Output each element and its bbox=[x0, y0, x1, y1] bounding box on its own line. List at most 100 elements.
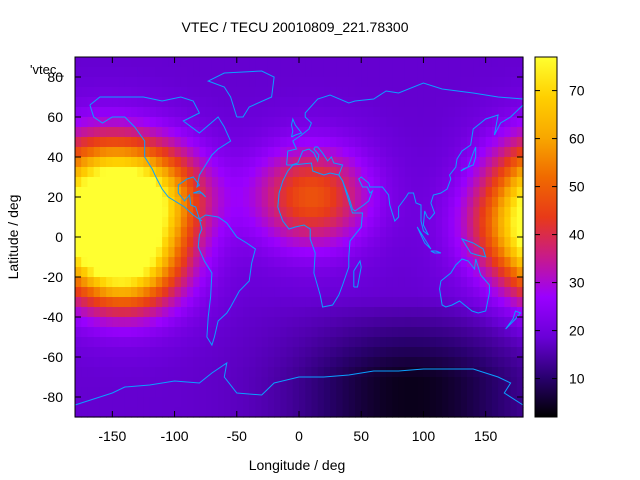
heatmap-cell bbox=[99, 377, 107, 388]
heatmap-cell bbox=[423, 177, 431, 188]
heatmap-cell bbox=[448, 217, 456, 228]
heatmap-cell bbox=[305, 397, 313, 408]
heatmap-cell bbox=[404, 387, 412, 398]
heatmap-cell bbox=[460, 67, 468, 78]
heatmap-cell bbox=[460, 367, 468, 378]
heatmap-cell bbox=[454, 187, 462, 198]
heatmap-cell bbox=[261, 397, 269, 408]
heatmap-cell bbox=[267, 287, 275, 298]
heatmap-cell bbox=[516, 327, 524, 338]
heatmap-cell bbox=[292, 307, 300, 318]
heatmap-cell bbox=[193, 97, 201, 108]
heatmap-cell bbox=[423, 147, 431, 158]
heatmap-cell bbox=[211, 197, 219, 208]
heatmap-cell bbox=[367, 237, 375, 248]
heatmap-cell bbox=[448, 77, 456, 88]
heatmap-cell bbox=[93, 177, 101, 188]
heatmap-cell bbox=[93, 397, 101, 408]
heatmap-cell bbox=[442, 137, 449, 148]
heatmap-cell bbox=[411, 327, 418, 338]
heatmap-cell bbox=[429, 167, 437, 178]
heatmap-cell bbox=[230, 97, 238, 108]
heatmap-cell bbox=[243, 127, 250, 138]
heatmap-cell bbox=[236, 377, 244, 388]
heatmap-cell bbox=[411, 137, 418, 148]
heatmap-cell bbox=[211, 217, 219, 228]
heatmap-cell bbox=[118, 317, 126, 328]
heatmap-cell bbox=[249, 347, 257, 358]
heatmap-cell bbox=[485, 337, 493, 348]
heatmap-cell bbox=[280, 357, 288, 368]
heatmap-cell bbox=[323, 187, 331, 198]
heatmap-cell bbox=[87, 377, 95, 388]
heatmap-cell bbox=[417, 127, 425, 138]
heatmap-cell bbox=[131, 357, 138, 368]
heatmap-cell bbox=[218, 357, 225, 368]
heatmap-cell bbox=[379, 257, 387, 268]
heatmap-cell bbox=[392, 327, 400, 338]
heatmap-cell bbox=[323, 307, 331, 318]
heatmap-cell bbox=[205, 77, 213, 88]
heatmap-cell bbox=[435, 337, 443, 348]
heatmap-cell bbox=[286, 397, 294, 408]
heatmap-cell bbox=[143, 287, 151, 298]
heatmap-cell bbox=[423, 327, 431, 338]
heatmap-cell bbox=[292, 387, 300, 398]
heatmap-cell bbox=[292, 317, 300, 328]
heatmap-cell bbox=[180, 57, 188, 68]
heatmap-cell bbox=[174, 297, 182, 308]
heatmap-cell bbox=[187, 177, 194, 188]
heatmap-cell bbox=[491, 267, 499, 278]
heatmap-cell bbox=[99, 257, 107, 268]
heatmap-cell bbox=[168, 137, 176, 148]
heatmap-cell bbox=[187, 237, 194, 248]
heatmap-cell bbox=[162, 87, 169, 98]
heatmap-cell bbox=[187, 87, 194, 98]
heatmap-cell bbox=[261, 117, 269, 128]
heatmap-cell bbox=[81, 337, 89, 348]
x-axis-label: Longitude / deg bbox=[249, 457, 346, 473]
heatmap-cell bbox=[367, 217, 375, 228]
heatmap-cell bbox=[193, 307, 201, 318]
heatmap-cell bbox=[392, 187, 400, 198]
heatmap-cell bbox=[187, 267, 194, 278]
heatmap-cell bbox=[460, 277, 468, 288]
heatmap-cell bbox=[498, 357, 505, 368]
heatmap-cell bbox=[286, 127, 294, 138]
heatmap-cell bbox=[292, 87, 300, 98]
heatmap-cell bbox=[392, 287, 400, 298]
heatmap-cell bbox=[193, 107, 201, 118]
heatmap-cell bbox=[75, 147, 82, 158]
heatmap-cell bbox=[510, 347, 518, 358]
heatmap-cell bbox=[143, 277, 151, 288]
heatmap-cell bbox=[274, 337, 281, 348]
heatmap-cell bbox=[199, 377, 207, 388]
heatmap-cell bbox=[243, 327, 250, 338]
heatmap-cell bbox=[162, 137, 169, 148]
heatmap-cell bbox=[236, 237, 244, 248]
heatmap-cell bbox=[280, 397, 288, 408]
heatmap-cell bbox=[249, 157, 257, 168]
heatmap-cell bbox=[367, 307, 375, 318]
heatmap-cell bbox=[199, 367, 207, 378]
x-tick-label: 50 bbox=[353, 428, 369, 444]
heatmap-cell bbox=[330, 127, 337, 138]
heatmap-cell bbox=[211, 337, 219, 348]
heatmap-cell bbox=[498, 57, 505, 68]
heatmap-cell bbox=[485, 347, 493, 358]
heatmap-cell bbox=[467, 357, 474, 368]
heatmap-cell bbox=[342, 147, 350, 158]
heatmap-cell bbox=[299, 307, 306, 318]
heatmap-cell bbox=[292, 367, 300, 378]
heatmap-cell bbox=[498, 107, 505, 118]
heatmap-cell bbox=[442, 257, 449, 268]
heatmap-cell bbox=[305, 87, 313, 98]
heatmap-cell bbox=[106, 347, 113, 358]
heatmap-cell bbox=[323, 167, 331, 178]
heatmap-cell bbox=[93, 137, 101, 148]
heatmap-cell bbox=[460, 287, 468, 298]
heatmap-cell bbox=[243, 157, 250, 168]
heatmap-cell bbox=[187, 97, 194, 108]
heatmap-cell bbox=[168, 367, 176, 378]
heatmap-cell bbox=[435, 127, 443, 138]
